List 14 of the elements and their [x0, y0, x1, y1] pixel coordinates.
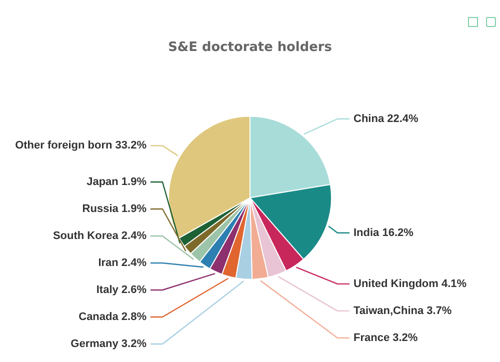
slice-label: France 3.2% [354, 332, 418, 344]
slice-label: United Kingdom 4.1% [354, 278, 467, 290]
slice-label: Italy 2.6% [96, 284, 147, 296]
slice-label: Germany 3.2% [70, 338, 147, 350]
slice-label: South Korea 2.4% [52, 230, 147, 242]
slice-label: China 22.4% [354, 112, 419, 125]
slice-label: Russia 1.9% [82, 203, 147, 216]
slice-label: Taiwan,China 3.7% [354, 304, 452, 317]
slice-label: Canada 2.8% [78, 311, 147, 324]
chart-title: S&E doctorate holders [168, 40, 332, 56]
slice-label: Japan 1.9% [86, 176, 147, 188]
slice-label: India 16.2% [354, 226, 414, 239]
slice-label: Other foreign born 33.2% [15, 140, 147, 152]
slice-label: Iran 2.4% [98, 257, 147, 270]
